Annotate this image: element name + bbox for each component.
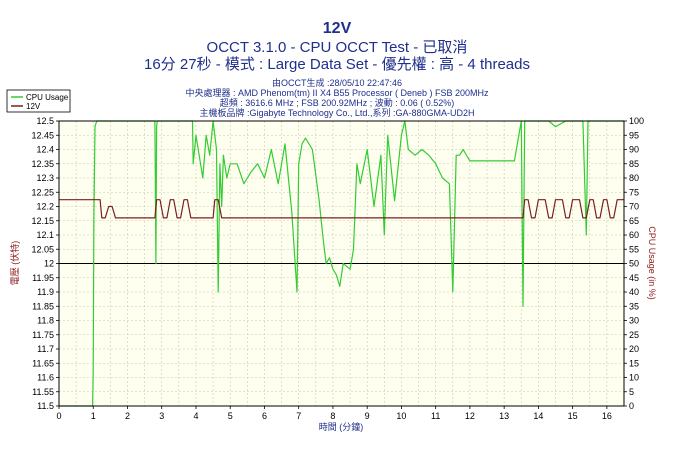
y-left-axis-label: 電壓 (伏特)	[9, 241, 20, 286]
y-right-tick-label: 10	[629, 373, 639, 383]
x-tick-label: 11	[431, 411, 440, 421]
chart-title: 12V	[323, 20, 352, 37]
x-tick-label: 5	[228, 411, 233, 421]
y-right-tick-label: 60	[629, 230, 639, 240]
y-left-tick-label: 11.5	[37, 401, 54, 411]
y-left-tick-label: 12.4	[36, 145, 54, 155]
y-left-tick-label: 12.45	[31, 130, 54, 140]
x-tick-label: 16	[602, 411, 612, 421]
x-tick-label: 9	[365, 411, 370, 421]
x-tick-label: 6	[262, 411, 267, 421]
info-line-motherboard: 主機板品牌 :Gigabyte Technology Co., Ltd.,系列 …	[200, 107, 475, 118]
y-right-tick-label: 50	[629, 259, 639, 269]
y-left-tick-label: 12.1	[36, 230, 54, 240]
x-tick-label: 12	[465, 411, 475, 421]
x-tick-label: 1	[91, 411, 96, 421]
y-left-tick-label: 11.8	[37, 316, 54, 326]
x-tick-label: 0	[56, 411, 61, 421]
axis-ticks: 11.5 11.55 11.6 11.65 11.7 11.75 11.8 11.85 11.9…	[31, 116, 644, 421]
y-left-tick-label: 11.7	[37, 344, 54, 354]
y-right-tick-label: 30	[629, 316, 639, 326]
x-tick-label: 4	[193, 411, 198, 421]
y-left-tick-label: 12.25	[31, 187, 54, 197]
info-line-generated: 由OCCT生成 :28/05/10 22:47:46	[272, 77, 402, 88]
info-line-overclock: 超頻 : 3616.6 MHz ; FSB 200.92MHz ; 波動 : 0…	[220, 97, 455, 108]
x-tick-label: 8	[330, 411, 335, 421]
y-right-tick-label: 65	[629, 216, 639, 226]
y-right-tick-label: 95	[629, 130, 639, 140]
y-right-tick-label: 75	[629, 187, 639, 197]
y-right-tick-label: 100	[629, 116, 644, 126]
x-tick-label: 13	[499, 411, 509, 421]
y-right-tick-label: 70	[629, 202, 639, 212]
y-right-tick-label: 0	[629, 401, 634, 411]
y-left-tick-label: 11.85	[32, 301, 54, 311]
x-tick-label: 10	[396, 411, 406, 421]
x-axis-label: 時間 (分鐘)	[319, 421, 364, 432]
y-left-tick-label: 11.9	[37, 287, 54, 297]
x-tick-label: 7	[296, 411, 301, 421]
legend: CPU Usage 12V	[6, 89, 71, 113]
y-right-axis-label: CPU Usage (in %)	[647, 226, 657, 300]
y-right-tick-label: 85	[629, 159, 639, 169]
grid	[59, 121, 624, 406]
y-left-tick-label: 12.05	[31, 244, 54, 254]
chart-subtitle: OCCT 3.1.0 - CPU OCCT Test - 已取消	[207, 39, 468, 56]
y-right-tick-label: 5	[629, 387, 634, 397]
y-left-tick-label: 12.15	[31, 216, 54, 226]
y-right-tick-label: 20	[629, 344, 639, 354]
series-line-12v	[59, 199, 624, 219]
x-tick-label: 3	[159, 411, 164, 421]
y-right-tick-label: 45	[629, 273, 639, 283]
y-left-tick-label: 12.2	[36, 202, 54, 212]
chart-subtitle-2: 16分 27秒 - 模式 : Large Data Set - 優先權 : 高 …	[144, 56, 530, 73]
legend-12v-label: 12V	[26, 102, 41, 111]
y-left-tick-label: 12.5	[36, 116, 54, 126]
y-right-tick-label: 90	[629, 145, 639, 155]
legend-cpu-label: CPU Usage	[26, 93, 69, 102]
y-left-tick-label: 12	[44, 259, 54, 269]
x-tick-label: 14	[533, 411, 543, 421]
y-left-tick-label: 12.35	[31, 159, 54, 169]
y-right-tick-label: 40	[629, 287, 639, 297]
info-line-cpu: 中央處理器 : AMD Phenom(tm) II X4 B55 Process…	[185, 87, 489, 98]
y-right-tick-label: 15	[629, 358, 639, 368]
y-left-tick-label: 11.6	[37, 373, 54, 383]
y-left-tick-label: 11.95	[32, 273, 54, 283]
y-right-tick-label: 35	[629, 301, 639, 311]
x-tick-label: 15	[568, 411, 578, 421]
y-right-tick-label: 55	[629, 244, 639, 254]
y-right-tick-label: 80	[629, 173, 639, 183]
y-left-tick-label: 11.55	[32, 387, 54, 397]
y-left-tick-label: 12.3	[36, 173, 54, 183]
y-left-tick-label: 11.75	[32, 330, 54, 340]
y-right-tick-label: 25	[629, 330, 639, 340]
x-tick-label: 2	[125, 411, 130, 421]
y-left-tick-label: 11.65	[32, 358, 54, 368]
